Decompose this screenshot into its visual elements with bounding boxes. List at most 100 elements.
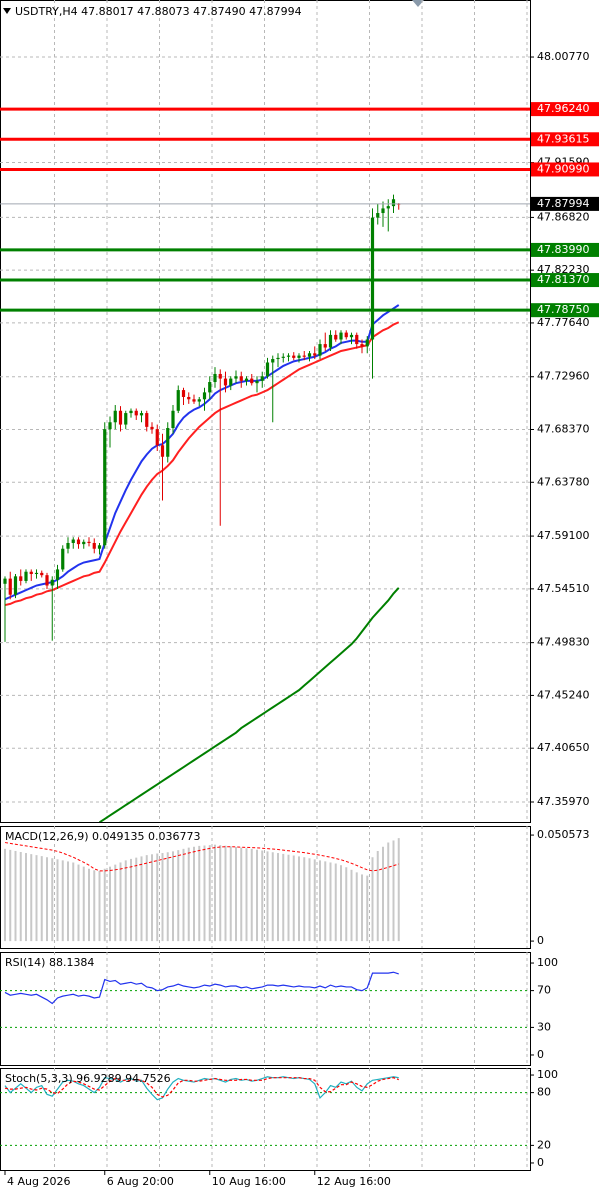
panel-plot — [0, 952, 530, 1065]
y-tick-label: 47.45240 — [537, 688, 590, 701]
candle-body — [176, 390, 180, 411]
candle-body — [250, 378, 254, 384]
candle-body — [40, 572, 44, 576]
y-tick-label: 47.77640 — [537, 316, 590, 329]
y-tick-label: 100 — [537, 956, 558, 969]
level-tag — [531, 162, 599, 177]
candle-body — [276, 357, 280, 360]
candle-body — [171, 410, 175, 429]
candle-body — [381, 208, 385, 214]
candle-body — [244, 378, 249, 381]
candle-body — [234, 376, 238, 379]
last-price-tag — [531, 196, 599, 211]
indicator-title: RSI(14) 88.1384 — [5, 956, 94, 969]
x-tick-label: 10 Aug 16:00 — [212, 1175, 286, 1188]
candle-body — [328, 334, 333, 348]
candle-body — [349, 334, 354, 338]
y-tick-label: 30 — [537, 1020, 551, 1033]
y-tick-label: 47.49830 — [537, 636, 590, 649]
candle-body — [260, 376, 264, 381]
candle-body — [318, 344, 322, 356]
indicator-line — [4, 1076, 399, 1101]
y-tick-label: 47.59100 — [537, 529, 590, 542]
main-panel-frame — [0, 0, 531, 823]
y-tick-label: 70 — [537, 984, 551, 997]
level-tag — [531, 303, 599, 318]
candle-body — [213, 373, 217, 383]
candle-body — [129, 410, 133, 414]
candle-body — [97, 545, 102, 549]
candle-body — [87, 541, 91, 543]
candle-body — [302, 355, 306, 357]
candle-body — [71, 539, 75, 543]
level-label: 47.93615 — [537, 132, 590, 145]
level-tag — [531, 242, 599, 257]
panel-plot — [0, 1068, 530, 1170]
y-tick-label: 0 — [537, 1048, 544, 1061]
candle-body — [313, 353, 317, 356]
candle-body — [113, 410, 117, 423]
macd-panel-frame — [0, 826, 531, 949]
candle-body — [24, 571, 28, 581]
candle-body — [13, 576, 18, 595]
moving-average — [4, 321, 400, 607]
y-tick-label: 20 — [537, 1138, 551, 1151]
candle-body — [55, 569, 60, 580]
y-tick-label: 47.63780 — [537, 475, 590, 488]
panel-plot — [4, 826, 528, 948]
candle-body — [76, 539, 81, 545]
macd-signal — [4, 842, 399, 872]
level-label: 47.83990 — [537, 243, 590, 256]
candle-body — [197, 399, 201, 402]
y-tick-label: 0.050573 — [537, 828, 590, 841]
candle-body — [61, 548, 65, 570]
candle-body — [108, 422, 112, 430]
candle-body — [292, 355, 296, 358]
candle-body — [239, 376, 243, 381]
candle-body — [391, 199, 396, 207]
candle-body — [218, 373, 222, 379]
candle-body — [124, 413, 128, 425]
candle-body — [286, 355, 291, 357]
candle-body — [19, 576, 23, 581]
y-tick-label: 47.54510 — [537, 582, 590, 595]
candle-body — [8, 578, 12, 595]
stoch-panel-frame — [0, 1068, 531, 1171]
candle-body — [66, 542, 70, 549]
candle-body — [92, 542, 96, 549]
candle-body — [229, 378, 233, 386]
x-tick-label: 4 Aug 2026 — [7, 1175, 70, 1188]
candle-body — [255, 380, 259, 384]
y-tick-label: 47.72960 — [537, 370, 590, 383]
candle-body — [365, 339, 369, 347]
moving-average — [98, 587, 400, 822]
candle-body — [134, 410, 138, 416]
rsi-panel-frame — [0, 952, 531, 1066]
y-tick-label: 80 — [537, 1086, 551, 1099]
candle-body — [307, 353, 312, 357]
candle-body — [334, 334, 338, 340]
y-tick-label: 100 — [537, 1068, 558, 1081]
level-tag — [531, 132, 599, 147]
candle-body — [50, 579, 54, 586]
y-tick-label: 47.68370 — [537, 423, 590, 436]
candle-body — [208, 382, 212, 393]
candle-body — [139, 413, 144, 416]
candle-body — [192, 399, 196, 402]
indicator-title: MACD(12,26,9) 0.049135 0.036773 — [5, 830, 201, 843]
y-tick-label: 48.00770 — [537, 50, 590, 63]
y-tick-label: 47.40650 — [537, 741, 590, 754]
candle-body — [223, 378, 228, 386]
indicator-line — [4, 971, 399, 1005]
moving-average — [4, 304, 400, 601]
indicator-line — [4, 1077, 399, 1098]
candle-body — [376, 213, 380, 218]
level-label: 47.90990 — [537, 162, 590, 175]
y-tick-label: 47.86820 — [537, 210, 590, 223]
level-tag — [531, 102, 599, 117]
candle-body — [265, 362, 270, 377]
candle-body — [339, 332, 343, 340]
candle-body — [45, 575, 49, 586]
